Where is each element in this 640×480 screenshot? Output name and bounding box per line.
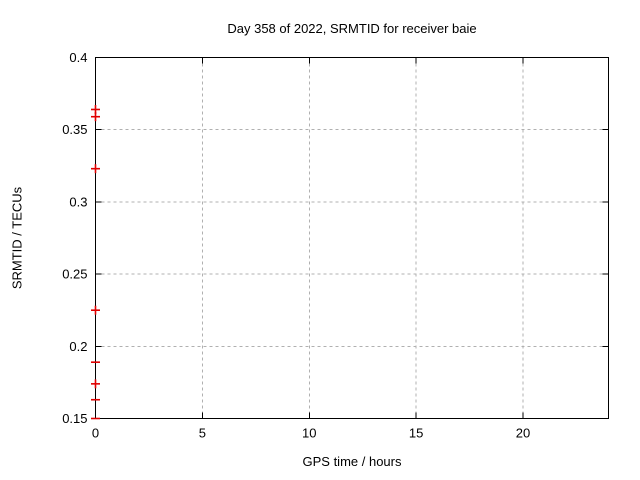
data-point-marker	[91, 379, 100, 389]
chart-title: Day 358 of 2022, SRMTID for receiver bai…	[227, 21, 477, 36]
x-tick-label: 5	[199, 426, 206, 441]
y-tick-label: 0.2	[69, 339, 87, 354]
data-point-marker	[91, 305, 100, 315]
x-tick-label: 20	[516, 426, 530, 441]
y-tick-label: 0.35	[62, 122, 87, 137]
y-tick-label: 0.3	[69, 194, 87, 209]
data-point-marker	[91, 112, 100, 122]
plot-border	[95, 57, 609, 419]
x-tick-label: 10	[302, 426, 316, 441]
y-tick-label: 0.15	[62, 411, 87, 426]
y-tick-label: 0.4	[69, 50, 87, 65]
data-point-marker	[91, 164, 100, 174]
x-tick-label: 15	[409, 426, 423, 441]
x-axis-label: GPS time / hours	[302, 454, 402, 469]
x-tick-label: 0	[92, 426, 99, 441]
y-tick-label: 0.25	[62, 267, 87, 282]
y-axis-label: SRMTID / TECUs	[9, 186, 25, 290]
